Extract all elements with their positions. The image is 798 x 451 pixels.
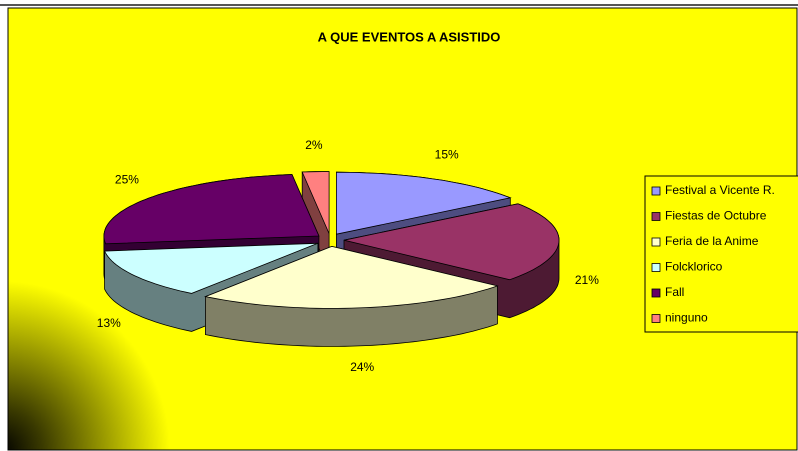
legend-swatch [651,237,661,247]
pie [103,171,560,347]
legend-swatch [651,186,661,196]
legend-label: Fall [665,285,684,299]
slice-top [301,171,330,234]
legend [644,175,798,333]
data-label: 25% [115,173,139,187]
legend-swatch [651,263,661,272]
slice-top [343,203,560,281]
legend-swatch [651,212,661,221]
slice-top [103,174,320,245]
legend-swatch [651,314,661,323]
legend-label: Feria de la Anime [665,234,759,248]
legend-swatch [651,288,661,298]
data-label: 15% [435,148,459,162]
slice-top [203,245,499,309]
legend-label: Fiestas de Octubre [665,209,767,223]
data-label: 2% [305,138,323,152]
data-label: 13% [97,316,121,330]
legend-items: Festival a Vicente R. Fiestas de Octubre F… [651,183,775,325]
legend-label: Festival a Vicente R. [665,183,775,197]
legend-label: ninguno [665,311,708,325]
slice-top [336,171,512,235]
legend-label: Folcklorico [665,260,723,274]
data-label: 24% [350,360,374,374]
data-label: 21% [575,273,599,287]
chart-title: A QUE EVENTOS A ASISTIDO [318,29,501,44]
slice-top [103,242,319,294]
